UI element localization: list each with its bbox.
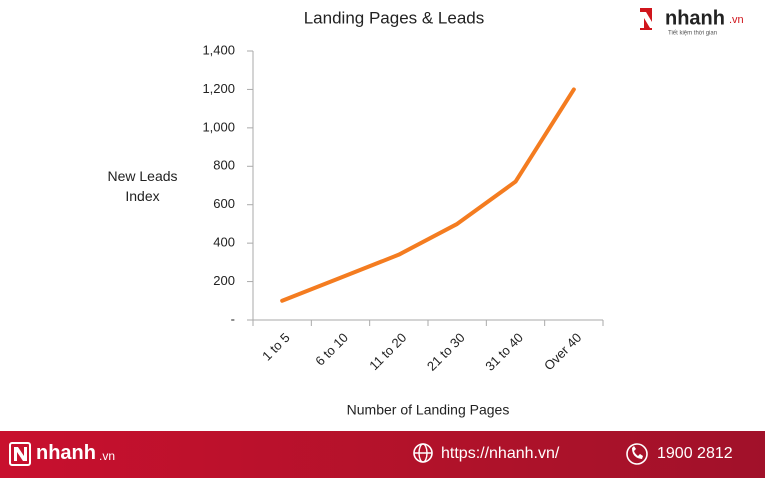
chart: Landing Pages & Leads Number of Landing … (202, 7, 744, 418)
y-axis-label: New Leads Index (107, 168, 178, 204)
tagline: Tiết kiệm thời gian (668, 31, 717, 37)
chart-title: Landing Pages & Leads (304, 8, 485, 27)
x-axis-label: Number of Landing Pages (347, 402, 510, 418)
y-tick-label: - (231, 311, 235, 326)
website[interactable]: https://nhanh.vn/ (441, 445, 560, 462)
footer-logo: nhanh (36, 442, 96, 464)
x-tick-label: 6 to 10 (312, 330, 351, 369)
y-tick-label: 600 (213, 196, 235, 211)
logo-suffix: .vn (729, 14, 744, 26)
footer: nhanh .vn https://nhanh.vn/ 1900 2812 (0, 431, 765, 478)
y-tick-label: 800 (213, 158, 235, 173)
x-tick-label: 11 to 20 (366, 330, 409, 373)
x-tick-label: 21 to 30 (424, 330, 468, 374)
phone[interactable]: 1900 2812 (657, 445, 733, 462)
footer-logo-suffix: .vn (99, 449, 116, 463)
line (280, 87, 576, 303)
y-tick-label: 1,000 (202, 119, 235, 134)
y-tick-label: 1,200 (202, 81, 235, 96)
top-logo: nhanh .vn Tiết kiệm thời gian (640, 7, 744, 37)
footer-icons (9, 442, 648, 466)
y-tick-label: 200 (213, 273, 235, 288)
x-tick-label: 31 to 40 (482, 330, 526, 374)
logo-text: nhanh (665, 7, 725, 29)
y-tick-label: 400 (213, 235, 235, 250)
y-tick-label: 1,400 (202, 42, 235, 57)
x-tick-label: 1 to 5 (259, 330, 293, 364)
x-tick-label: Over 40 (541, 330, 584, 373)
